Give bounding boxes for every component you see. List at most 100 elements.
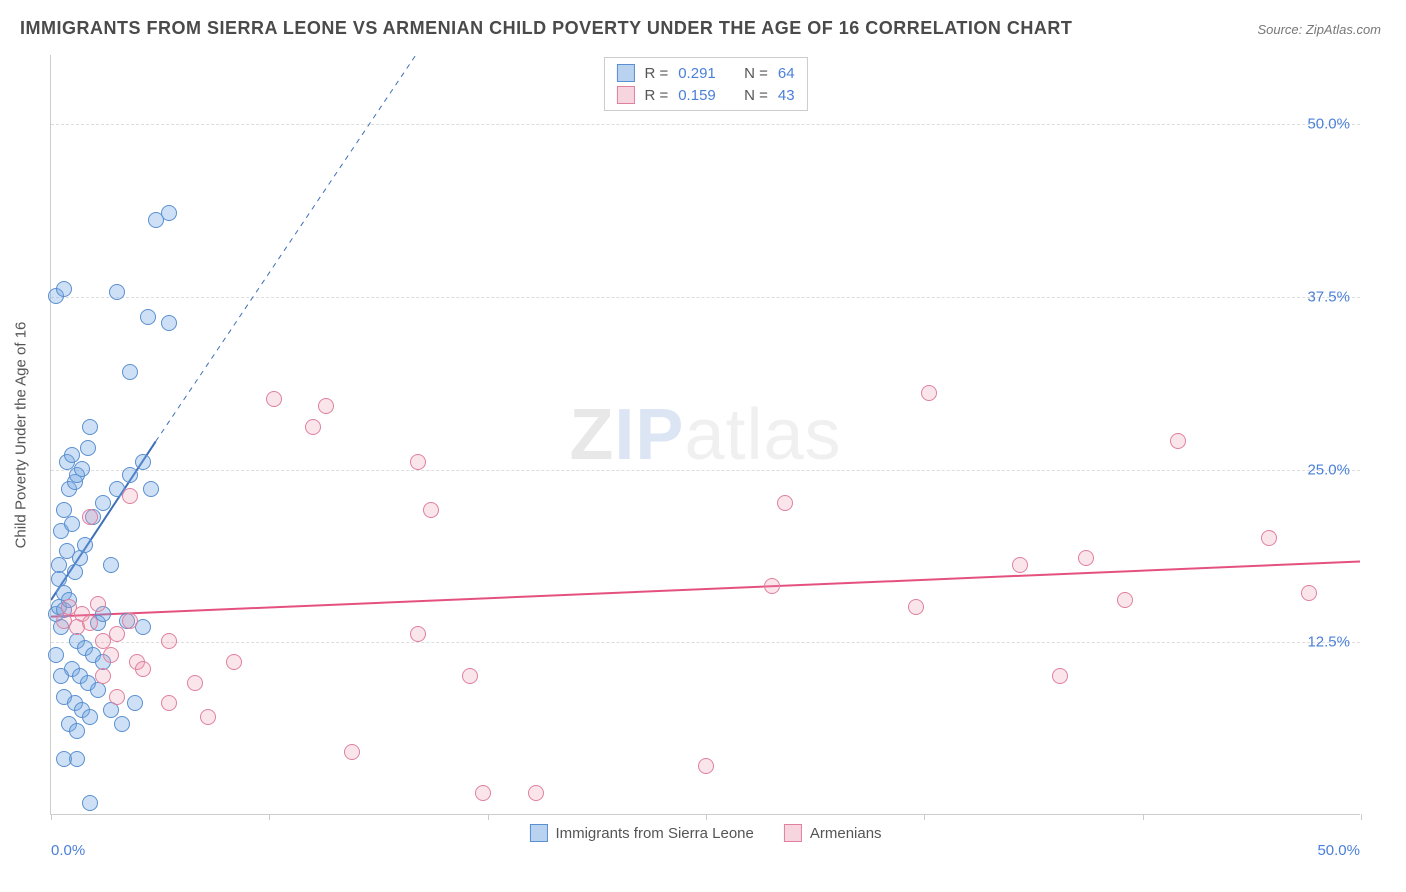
x-tick xyxy=(706,814,707,820)
scatter-point-a xyxy=(122,467,138,483)
scatter-point-b xyxy=(90,596,106,612)
scatter-point-b xyxy=(103,647,119,663)
scatter-point-b xyxy=(187,675,203,691)
scatter-point-a xyxy=(114,716,130,732)
x-tick xyxy=(488,814,489,820)
scatter-point-b xyxy=(1117,592,1133,608)
swatch-a-icon xyxy=(616,64,634,82)
swatch-b-icon xyxy=(784,824,802,842)
scatter-point-b xyxy=(82,509,98,525)
scatter-point-a xyxy=(143,481,159,497)
gridline xyxy=(51,297,1360,298)
scatter-point-a xyxy=(109,284,125,300)
scatter-point-b xyxy=(82,615,98,631)
bottom-legend: Immigrants from Sierra Leone Armenians xyxy=(529,824,881,842)
scatter-point-b xyxy=(1078,550,1094,566)
scatter-point-b xyxy=(95,668,111,684)
watermark: ZIPatlas xyxy=(569,394,841,476)
scatter-point-a xyxy=(67,564,83,580)
scatter-point-a xyxy=(103,702,119,718)
n-value-a: 64 xyxy=(778,65,795,82)
scatter-point-b xyxy=(764,578,780,594)
scatter-point-b xyxy=(1301,585,1317,601)
scatter-point-b xyxy=(305,419,321,435)
scatter-point-b xyxy=(1052,668,1068,684)
trendline-a-extrapolated xyxy=(156,55,444,441)
scatter-point-b xyxy=(200,709,216,725)
scatter-point-b xyxy=(1012,557,1028,573)
legend-item-a: Immigrants from Sierra Leone xyxy=(529,824,753,842)
x-min-label: 0.0% xyxy=(51,842,85,859)
trendline-b xyxy=(51,561,1360,616)
y-tick-label: 37.5% xyxy=(1307,288,1350,305)
scatter-point-b xyxy=(161,695,177,711)
r-value-b: 0.159 xyxy=(678,87,716,104)
scatter-point-a xyxy=(127,695,143,711)
scatter-point-a xyxy=(56,502,72,518)
source-attribution: Source: ZipAtlas.com xyxy=(1257,22,1381,37)
scatter-point-b xyxy=(528,785,544,801)
scatter-point-a xyxy=(56,281,72,297)
scatter-point-a xyxy=(122,364,138,380)
scatter-point-a xyxy=(64,447,80,463)
scatter-point-a xyxy=(90,682,106,698)
trend-lines xyxy=(51,55,1360,814)
scatter-point-b xyxy=(777,495,793,511)
scatter-point-a xyxy=(53,668,69,684)
scatter-point-b xyxy=(122,613,138,629)
legend-item-b: Armenians xyxy=(784,824,882,842)
gridline xyxy=(51,642,1360,643)
scatter-point-a xyxy=(161,205,177,221)
scatter-point-a xyxy=(77,537,93,553)
scatter-point-b xyxy=(109,689,125,705)
scatter-point-b xyxy=(109,626,125,642)
scatter-point-b xyxy=(318,398,334,414)
scatter-point-b xyxy=(1261,530,1277,546)
stats-row-a: R = 0.291 N = 64 xyxy=(616,62,794,84)
gridline xyxy=(51,470,1360,471)
scatter-point-b xyxy=(921,385,937,401)
gridline xyxy=(51,124,1360,125)
swatch-a-icon xyxy=(529,824,547,842)
scatter-point-a xyxy=(82,795,98,811)
swatch-b-icon xyxy=(616,86,634,104)
scatter-point-b xyxy=(908,599,924,615)
scatter-point-a xyxy=(69,723,85,739)
scatter-point-a xyxy=(69,751,85,767)
stats-box: R = 0.291 N = 64 R = 0.159 N = 43 xyxy=(603,57,807,111)
scatter-point-b xyxy=(161,633,177,649)
x-tick xyxy=(1361,814,1362,820)
y-axis-title: Child Poverty Under the Age of 16 xyxy=(13,321,30,548)
stats-row-b: R = 0.159 N = 43 xyxy=(616,84,794,106)
scatter-point-a xyxy=(140,309,156,325)
scatter-point-a xyxy=(135,454,151,470)
scatter-point-a xyxy=(161,315,177,331)
scatter-point-a xyxy=(82,709,98,725)
scatter-point-b xyxy=(122,488,138,504)
scatter-point-b xyxy=(698,758,714,774)
scatter-point-b xyxy=(226,654,242,670)
x-tick xyxy=(51,814,52,820)
scatter-point-b xyxy=(410,454,426,470)
scatter-point-a xyxy=(48,647,64,663)
x-tick xyxy=(924,814,925,820)
scatter-point-a xyxy=(103,557,119,573)
scatter-point-a xyxy=(82,419,98,435)
scatter-point-b xyxy=(1170,433,1186,449)
scatter-point-b xyxy=(266,391,282,407)
y-tick-label: 25.0% xyxy=(1307,461,1350,478)
r-value-a: 0.291 xyxy=(678,65,716,82)
scatter-point-b xyxy=(475,785,491,801)
x-tick xyxy=(1143,814,1144,820)
scatter-point-a xyxy=(74,461,90,477)
scatter-point-a xyxy=(64,516,80,532)
scatter-point-a xyxy=(72,550,88,566)
n-value-b: 43 xyxy=(778,87,795,104)
scatter-point-b xyxy=(135,661,151,677)
x-max-label: 50.0% xyxy=(1317,842,1360,859)
y-tick-label: 12.5% xyxy=(1307,634,1350,651)
plot-area: ZIPatlas 12.5% 25.0% 37.5% 50.0% R = 0.291 … xyxy=(50,55,1360,815)
y-tick-label: 50.0% xyxy=(1307,116,1350,133)
scatter-point-a xyxy=(95,495,111,511)
scatter-point-b xyxy=(344,744,360,760)
